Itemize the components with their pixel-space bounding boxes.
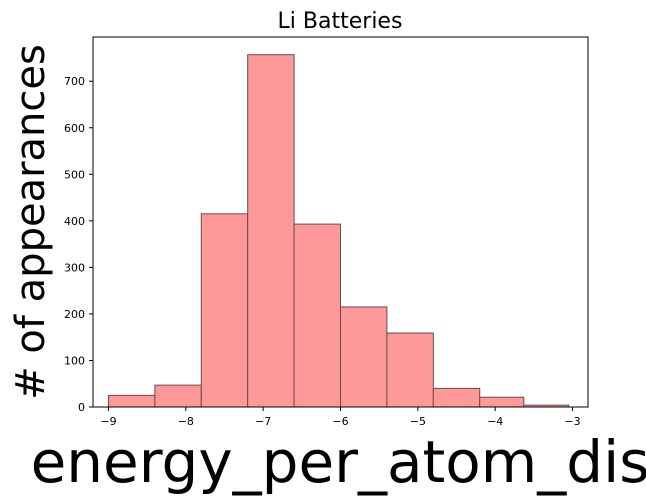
x-tick-label: −8: [178, 415, 194, 428]
y-tick-label: 400: [64, 215, 85, 228]
y-axis: 0 100 200 300 400 500 600 700: [64, 75, 93, 414]
x-tick-label: −6: [332, 415, 348, 428]
x-tick-label: −7: [255, 415, 271, 428]
histogram-bar: [479, 396, 525, 408]
histogram-bar: [154, 384, 202, 408]
histogram-bar: [107, 394, 156, 408]
y-axis-label: # of appearances: [8, 44, 54, 400]
x-tick-label: −5: [410, 415, 426, 428]
x-tick-label: −9: [100, 415, 116, 428]
y-tick-label: 500: [64, 168, 85, 181]
x-tick-label: −3: [564, 415, 580, 428]
histogram-bar: [340, 306, 388, 408]
y-tick-label: 0: [78, 401, 85, 414]
x-axis-label: energy_per_atom_dis: [31, 428, 646, 496]
x-tick-label: −4: [487, 415, 503, 428]
y-tick-label: 100: [64, 354, 85, 367]
y-tick-label: 200: [64, 308, 85, 321]
histogram-bar: [247, 54, 295, 408]
bars-group: [107, 54, 570, 408]
histogram-bar: [386, 332, 434, 408]
histogram-bar: [432, 387, 481, 408]
y-tick-label: 600: [64, 122, 85, 135]
histogram-bar: [293, 223, 341, 408]
x-axis: −9 −8 −7 −6 −5 −4 −3: [100, 407, 581, 428]
histogram-bar: [200, 213, 249, 408]
y-tick-label: 700: [64, 75, 85, 88]
chart-title: Li Batteries: [278, 9, 403, 34]
y-tick-label: 300: [64, 261, 85, 274]
